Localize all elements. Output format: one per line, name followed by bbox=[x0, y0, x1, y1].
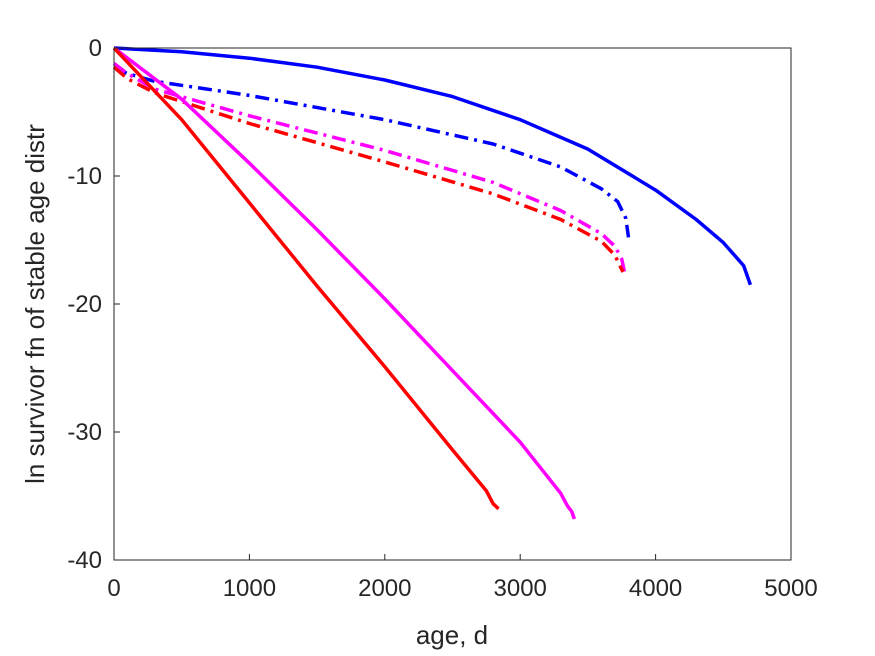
x-axis-label: age, d bbox=[416, 620, 488, 650]
x-tick-label: 5000 bbox=[764, 575, 817, 602]
series-line-1 bbox=[113, 46, 753, 286]
x-tick-label: 0 bbox=[107, 575, 120, 602]
x-tick-label: 3000 bbox=[494, 575, 547, 602]
y-axis-label: ln survivor fn of stable age distr bbox=[20, 124, 50, 484]
series-line-6 bbox=[112, 46, 500, 511]
y-tick-label: -40 bbox=[67, 547, 102, 574]
series-line-5 bbox=[112, 46, 577, 520]
plot-area-frame bbox=[113, 47, 792, 561]
x-tick-label: 4000 bbox=[629, 575, 682, 602]
y-tick-label: 0 bbox=[89, 35, 102, 62]
ticks-layer: 0 1000 2000 3000 4000 5000 0 -10 -20 -30 -40 bbox=[67, 35, 817, 602]
y-tick-label: -10 bbox=[67, 163, 102, 190]
series-layer bbox=[112, 46, 753, 520]
series-line-3 bbox=[112, 62, 627, 273]
series-line-4 bbox=[112, 65, 625, 273]
x-tick-label: 2000 bbox=[358, 575, 411, 602]
y-tick-label: -20 bbox=[67, 291, 102, 318]
series-line-2 bbox=[113, 65, 631, 238]
y-tick-label: -30 bbox=[67, 419, 102, 446]
x-tick-label: 1000 bbox=[223, 575, 276, 602]
